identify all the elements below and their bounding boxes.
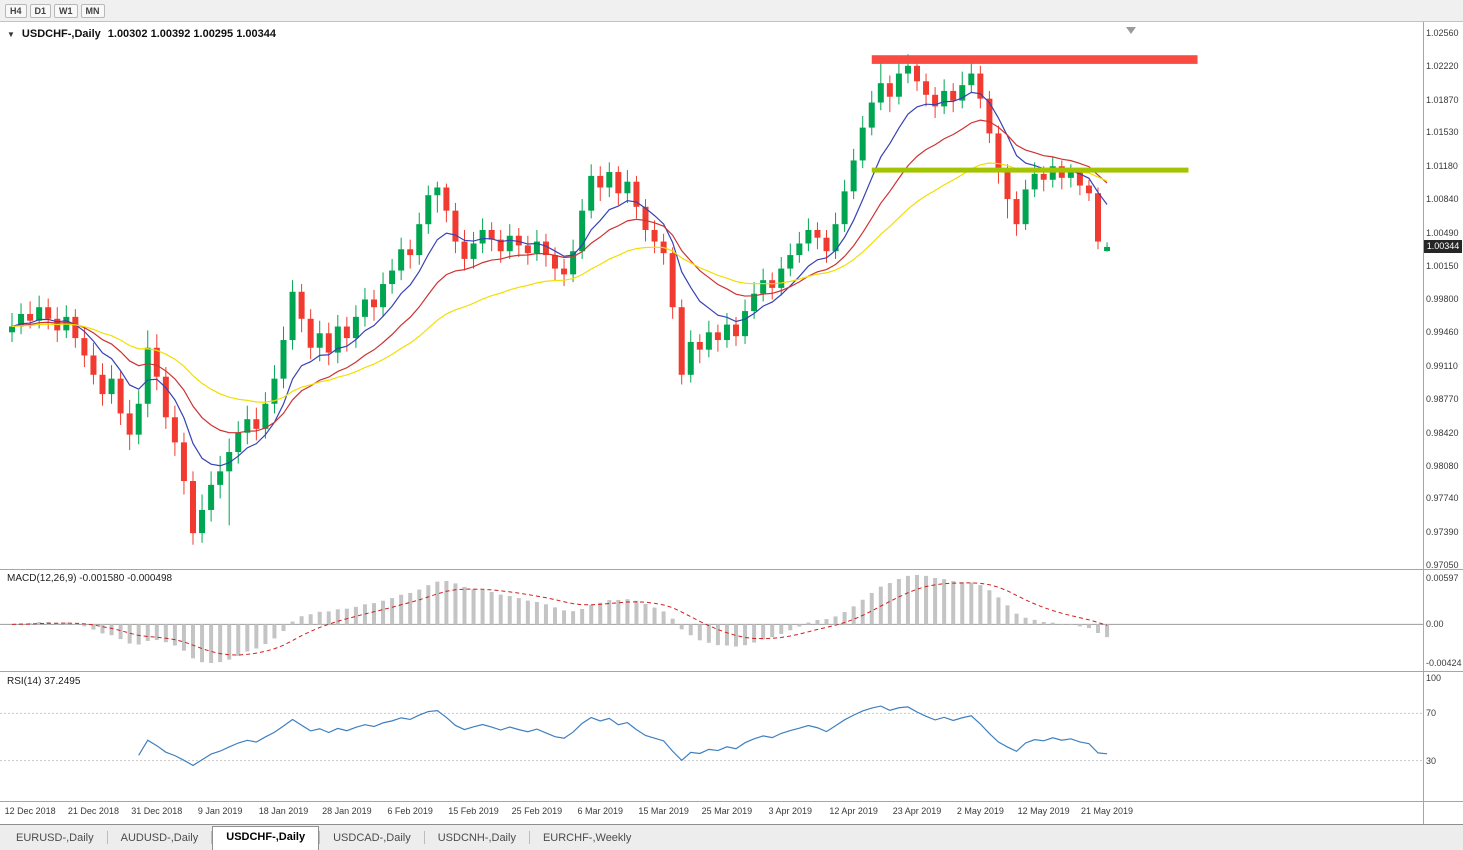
time-axis-label: 6 Mar 2019	[577, 806, 624, 816]
price-axis-label: 0.97740	[1426, 493, 1459, 504]
time-axis-label: 15 Feb 2019	[448, 806, 499, 816]
timeframe-button-d1[interactable]: D1	[29, 3, 52, 18]
chart-tab-audusd-daily[interactable]: AUDUSD-,Daily	[120, 832, 199, 844]
chart-tab-eurchf-weekly[interactable]: EURCHF-,Weekly	[542, 832, 632, 844]
price-axis-label: 1.00840	[1426, 194, 1459, 205]
price-axis-label: 1.00490	[1426, 227, 1459, 238]
price-axis-label: 1.02220	[1426, 60, 1459, 71]
macd-axis-max-label: 0.00597	[1426, 573, 1459, 583]
time-axis-label: 12 Dec 2018	[4, 806, 56, 816]
chart-tab-usdchf-daily[interactable]: USDCHF-,Daily	[212, 826, 320, 850]
price-axis-label: 1.01530	[1426, 127, 1459, 138]
time-axis-label: 21 May 2019	[1081, 806, 1134, 816]
chart-tab-eurusd-daily[interactable]: EURUSD-,Daily	[16, 832, 94, 844]
timeframe-button-w1[interactable]: W1	[54, 3, 78, 18]
rsi-indicator-label: RSI(14) 37.2495	[7, 676, 81, 687]
chart-tab-usdcnh-daily[interactable]: USDCNH-,Daily	[437, 832, 516, 844]
tab-separator	[211, 831, 213, 844]
time-axis-label: 31 Dec 2018	[131, 806, 183, 816]
time-axis-label: 23 Apr 2019	[892, 806, 942, 816]
time-axis-label: 12 Apr 2019	[829, 806, 878, 816]
ohlc-values: 1.00302 1.00392 1.00295 1.00344	[107, 28, 276, 40]
time-axis-label: 6 Feb 2019	[387, 806, 433, 816]
rsi-axis-label: 30	[1426, 755, 1437, 766]
time-axis-label: 28 Jan 2019	[322, 806, 372, 816]
price-axis-label: 1.02560	[1426, 28, 1459, 38]
time-axis-label: 25 Mar 2019	[701, 806, 753, 816]
timeframe-button-h4[interactable]: H4	[5, 3, 27, 18]
price-axis-label: 0.99110	[1426, 361, 1458, 372]
time-axis-label: 2 May 2019	[956, 806, 1004, 816]
tab-separator	[528, 831, 530, 844]
time-axis-label: 21 Dec 2018	[67, 806, 119, 816]
chart-header: ▼ USDCHF-,Daily 1.00302 1.00392 1.00295 …	[7, 28, 276, 40]
symbol-label: USDCHF-,Daily	[21, 28, 101, 40]
time-axis[interactable]	[0, 802, 1423, 824]
price-axis-label: 0.99460	[1426, 327, 1459, 338]
time-axis-label: 25 Feb 2019	[511, 806, 563, 816]
tab-separator	[106, 831, 108, 844]
rsi-axis-label: 100	[1426, 673, 1442, 683]
macd-indicator-label: MACD(12,26,9) -0.001580 -0.000498	[7, 573, 173, 584]
chart-tab-bar: EURUSD-,Daily AUDUSD-,Daily USDCHF-,Daily U…	[0, 824, 1463, 850]
price-axis-label: 0.99800	[1426, 294, 1459, 305]
time-axis-label: 15 Mar 2019	[638, 806, 689, 816]
macd-axis-zero-label: 0.00	[1426, 619, 1444, 630]
tab-separator	[319, 831, 321, 844]
time-axis-label: 12 May 2019	[1017, 806, 1070, 816]
tab-separator	[423, 831, 425, 844]
timeframe-button-mn[interactable]: MN	[80, 3, 105, 18]
timeframe-toolbar: H4 D1 W1 MN	[0, 0, 1463, 22]
time-axis-label: 18 Jan 2019	[258, 806, 309, 816]
price-axis-label: 0.98420	[1426, 427, 1459, 438]
price-axis-label: 1.01870	[1426, 94, 1459, 105]
macd-axis-min-label: -0.00424	[1426, 658, 1462, 668]
time-axis-label: 3 Apr 2019	[768, 806, 813, 816]
symbol-dropdown-icon[interactable]: ▼	[7, 30, 15, 39]
time-axis-label: 9 Jan 2019	[197, 806, 243, 816]
rsi-axis-label: 70	[1426, 708, 1437, 719]
price-axis-label: 1.00150	[1426, 260, 1459, 271]
price-axis[interactable]	[1423, 22, 1463, 824]
current-price-badge: 1.00344	[1424, 240, 1462, 254]
price-axis-label: 0.97050	[1426, 560, 1459, 570]
chart-shift-marker-icon[interactable]	[1126, 27, 1136, 34]
price-axis-label: 0.98080	[1426, 460, 1459, 471]
price-axis-label: 0.98770	[1426, 393, 1459, 404]
chart-tab-usdcad-daily[interactable]: USDCAD-,Daily	[333, 832, 411, 844]
price-axis-label: 1.01180	[1426, 161, 1458, 172]
price-axis-label: 0.97390	[1426, 527, 1459, 538]
